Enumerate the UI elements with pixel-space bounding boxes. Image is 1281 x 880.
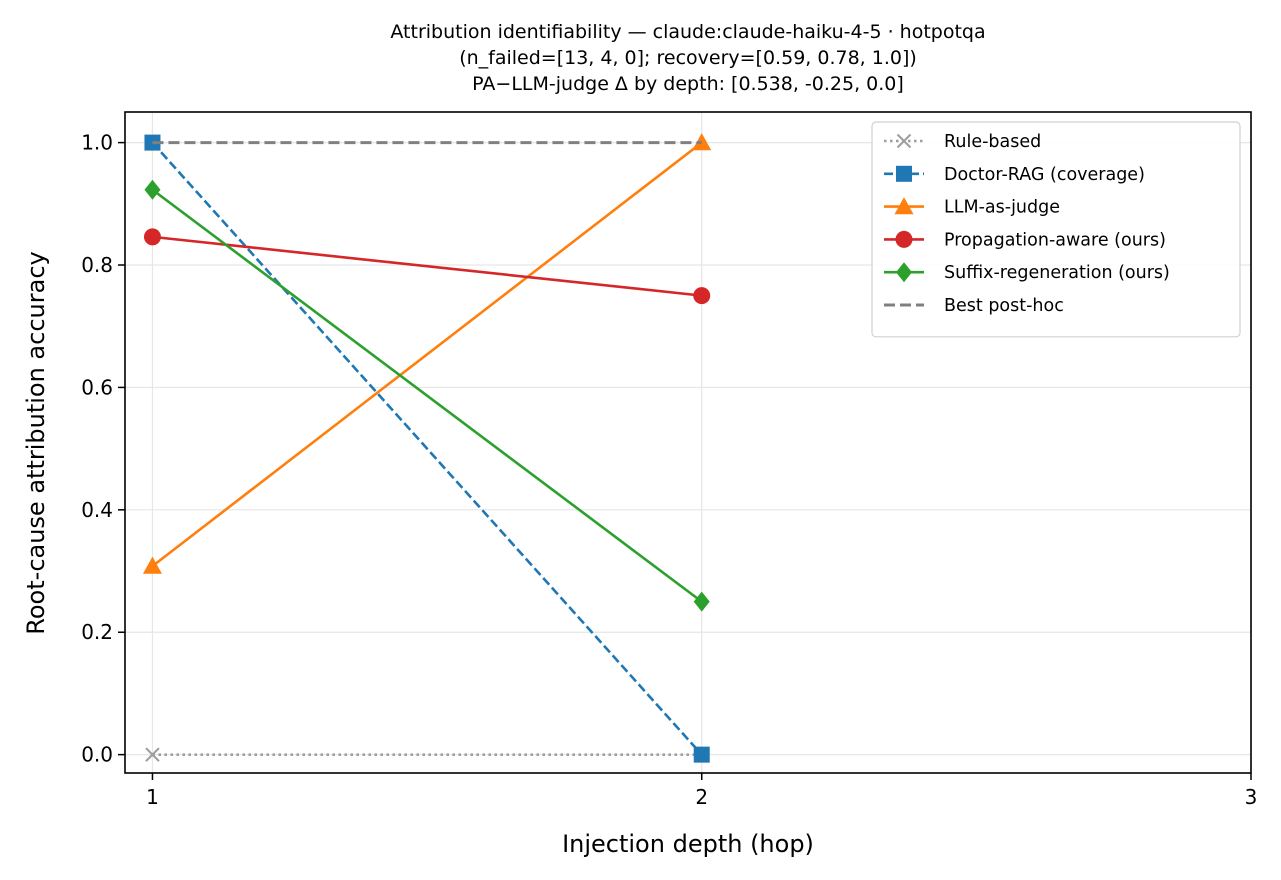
chart-title: Attribution identifiability — claude:cla…	[390, 21, 985, 95]
data-point	[693, 746, 710, 763]
marker-x-stroke	[896, 133, 912, 149]
legend-item: Suffix-regeneration (ours)	[884, 262, 1170, 283]
y-tick-label: 0.2	[81, 620, 113, 644]
series-line	[151, 141, 703, 756]
legend-label: Suffix-regeneration (ours)	[944, 263, 1170, 283]
y-axis-label: Root-cause attribution accuracy	[22, 251, 50, 634]
y-tick-label: 1.0	[81, 131, 113, 155]
data-point	[693, 287, 711, 305]
legend-marker	[896, 133, 912, 149]
data-point	[144, 179, 161, 200]
legend-item: Best post-hoc	[884, 296, 1064, 316]
x-axis-label: Injection depth (hop)	[562, 830, 814, 858]
series-4	[144, 179, 710, 612]
legend-item: Rule-based	[884, 132, 1041, 152]
legend-marker	[896, 262, 912, 283]
y-tick-label: 0.8	[81, 253, 113, 277]
legend-label: Doctor-RAG (coverage)	[944, 165, 1145, 185]
legend-label: LLM-as-judge	[944, 198, 1060, 218]
legend-label: Rule-based	[944, 132, 1041, 152]
plot-frame	[124, 111, 1252, 774]
chart-title-line-1: Attribution identifiability — claude:cla…	[390, 21, 985, 43]
data-point	[145, 747, 160, 762]
series-3	[143, 228, 711, 305]
marker-x-stroke	[145, 747, 160, 762]
data-point	[142, 556, 162, 574]
y-tick-label: 0.4	[81, 498, 113, 522]
series-layer	[142, 133, 712, 763]
x-tick-label: 2	[695, 785, 708, 809]
series-line	[151, 141, 703, 568]
data-point	[143, 228, 161, 246]
legend: Rule-based Doctor-RAG (coverage) LLM-as-ju…	[871, 121, 1241, 338]
x-tick-label: 1	[146, 785, 159, 809]
legend-box	[871, 121, 1241, 338]
legend-label: Propagation-aware (ours)	[944, 230, 1166, 250]
legend-marker	[896, 165, 912, 182]
y-tick-label: 0.6	[81, 375, 113, 399]
axis-ticks: 1 2 3 0.0 0.2 0.4 0.6 0.8 1.0	[81, 131, 1257, 809]
data-point	[693, 591, 710, 612]
legend-label: Best post-hoc	[944, 296, 1064, 316]
legend-marker	[895, 230, 913, 248]
series-line	[152, 235, 702, 297]
series-line	[151, 188, 703, 603]
chart-title-line-3: PA−LLM-judge Δ by depth: [0.538, -0.25, …	[472, 73, 904, 95]
legend-item: Propagation-aware (ours)	[884, 230, 1166, 250]
y-tick-label: 0.0	[81, 743, 113, 767]
x-tick-label: 3	[1245, 785, 1258, 809]
legend-item: Doctor-RAG (coverage)	[884, 165, 1145, 185]
chart-title-line-2: (n_failed=[13, 4, 0]; recovery=[0.59, 0.…	[459, 47, 917, 69]
legend-item: LLM-as-judge	[884, 197, 1060, 218]
legend-marker	[894, 197, 914, 215]
